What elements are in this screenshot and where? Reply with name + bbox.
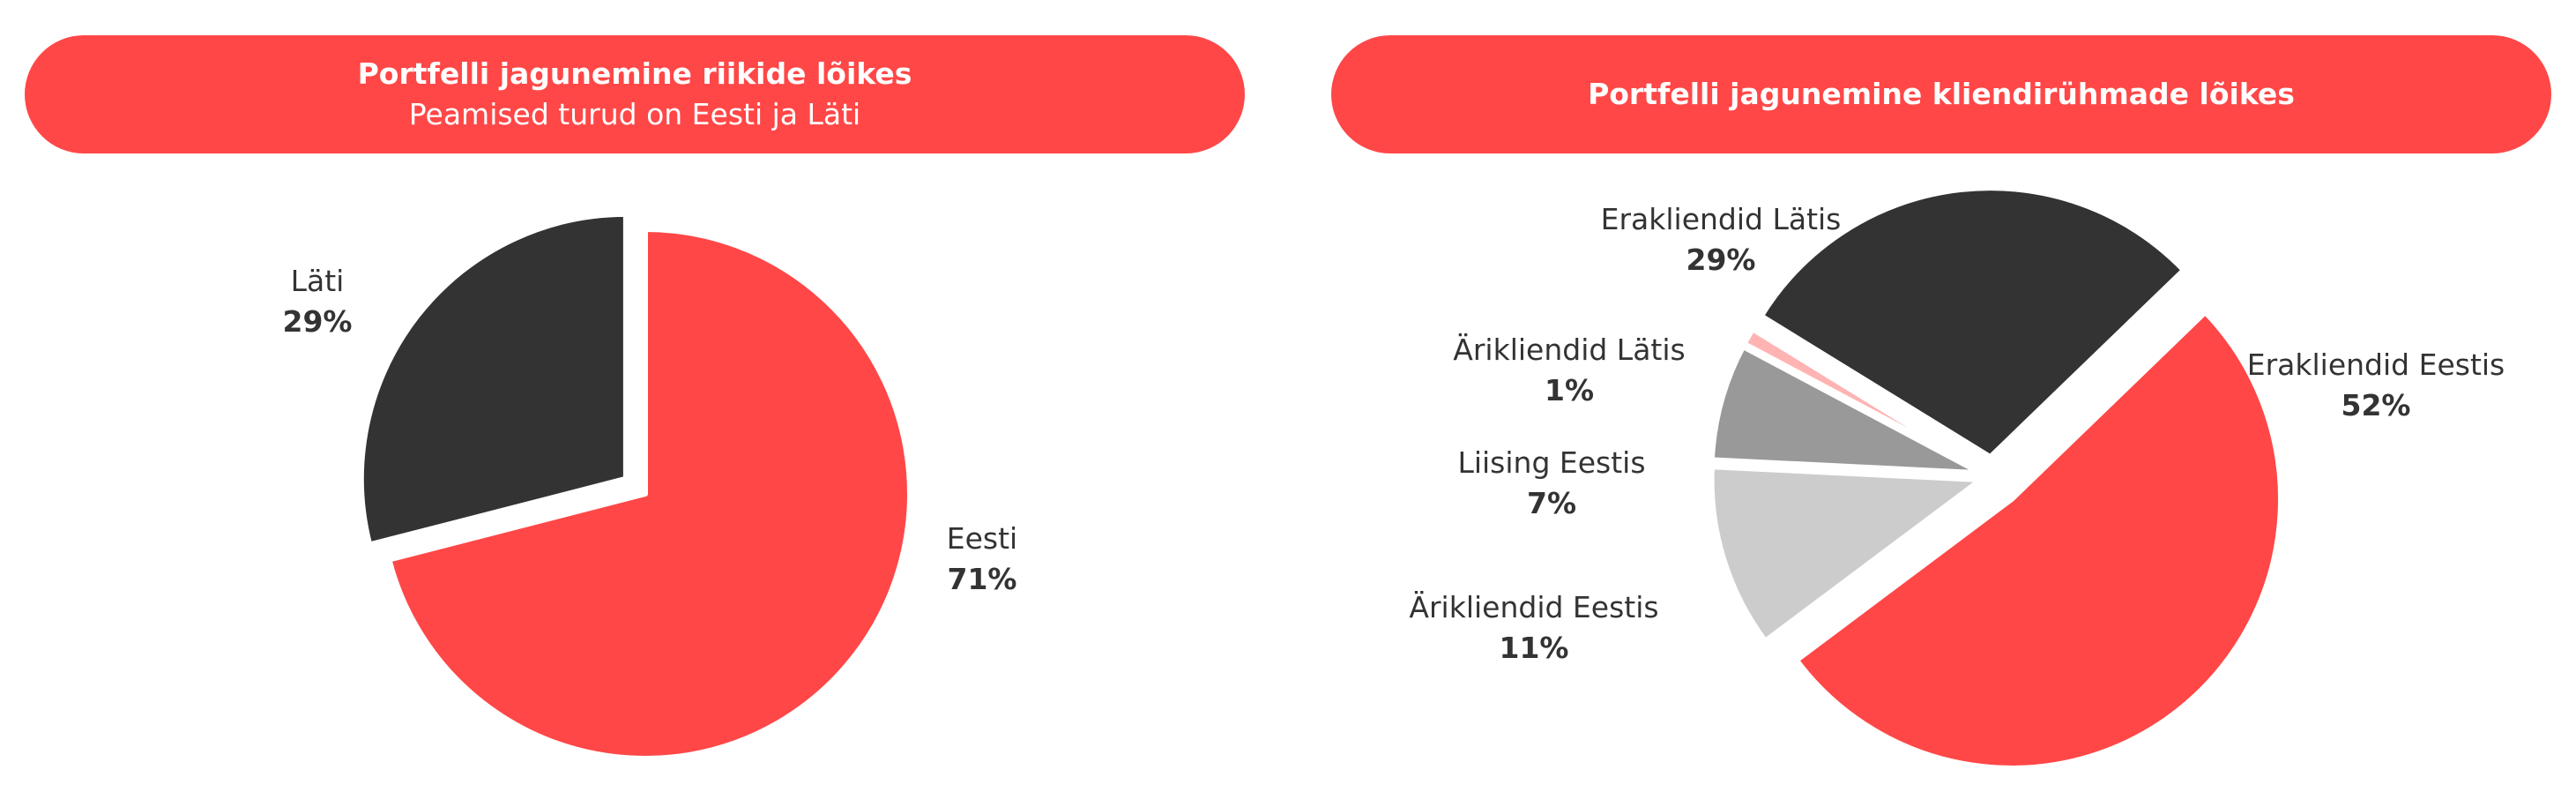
pie-slice-erakliendid-latis bbox=[1758, 185, 2187, 460]
slice-label-eesti: Eesti bbox=[947, 521, 1017, 556]
pie-slice-eesti bbox=[386, 227, 912, 761]
slice-label-erakliendid-eestis: Erakliendid Eestis bbox=[2247, 347, 2505, 382]
pie-slice-arikliendid-eestis bbox=[1709, 464, 1984, 644]
pie-chart-client-groups: Erakliendid Eestis 52% Ärikliendid Eestis 1… bbox=[1409, 185, 2505, 771]
chart2-header: Portfelli jagunemine kliendirühmade lõik… bbox=[1331, 35, 2551, 153]
pie-slice-liising-eestis bbox=[1709, 344, 1984, 476]
slice-label-erakliendid-latis: Erakliendid Lätis bbox=[1601, 202, 1842, 236]
pie-slice-lati bbox=[358, 211, 629, 548]
chart1-title: Portfelli jagunemine riikide lõikes bbox=[357, 56, 912, 91]
chart2-title: Portfelli jagunemine kliendirühmade lõik… bbox=[1588, 77, 2295, 111]
pie-chart-countries: Eesti 71% Läti 29% bbox=[283, 211, 1017, 761]
chart1-subtitle: Peamised turud on Eesti ja Läti bbox=[408, 97, 861, 131]
slice-label-arikliendid-eestis: Ärikliendid Eestis bbox=[1409, 590, 1658, 624]
chart1-header: Portfelli jagunemine riikide lõikes Peam… bbox=[25, 35, 1245, 153]
slice-value-erakliendid-eestis: 52% bbox=[2341, 388, 2411, 422]
slice-value-arikliendid-latis: 1% bbox=[1545, 373, 1594, 407]
slice-value-erakliendid-latis: 29% bbox=[1686, 243, 1756, 277]
slice-value-lati: 29% bbox=[283, 304, 353, 339]
pie-slice-arikliendid-latis bbox=[1741, 326, 1984, 474]
slice-label-arikliendid-latis: Ärikliendid Lätis bbox=[1453, 332, 1685, 367]
slice-label-liising-eestis: Liising Eestis bbox=[1457, 445, 1645, 480]
slice-label-lati: Läti bbox=[291, 264, 345, 298]
pie-slice-erakliendid-eestis bbox=[1793, 310, 2284, 771]
slice-value-eesti: 71% bbox=[948, 562, 1017, 596]
slice-value-liising-eestis: 7% bbox=[1527, 486, 1576, 520]
slice-value-arikliendid-eestis: 11% bbox=[1500, 631, 1569, 665]
